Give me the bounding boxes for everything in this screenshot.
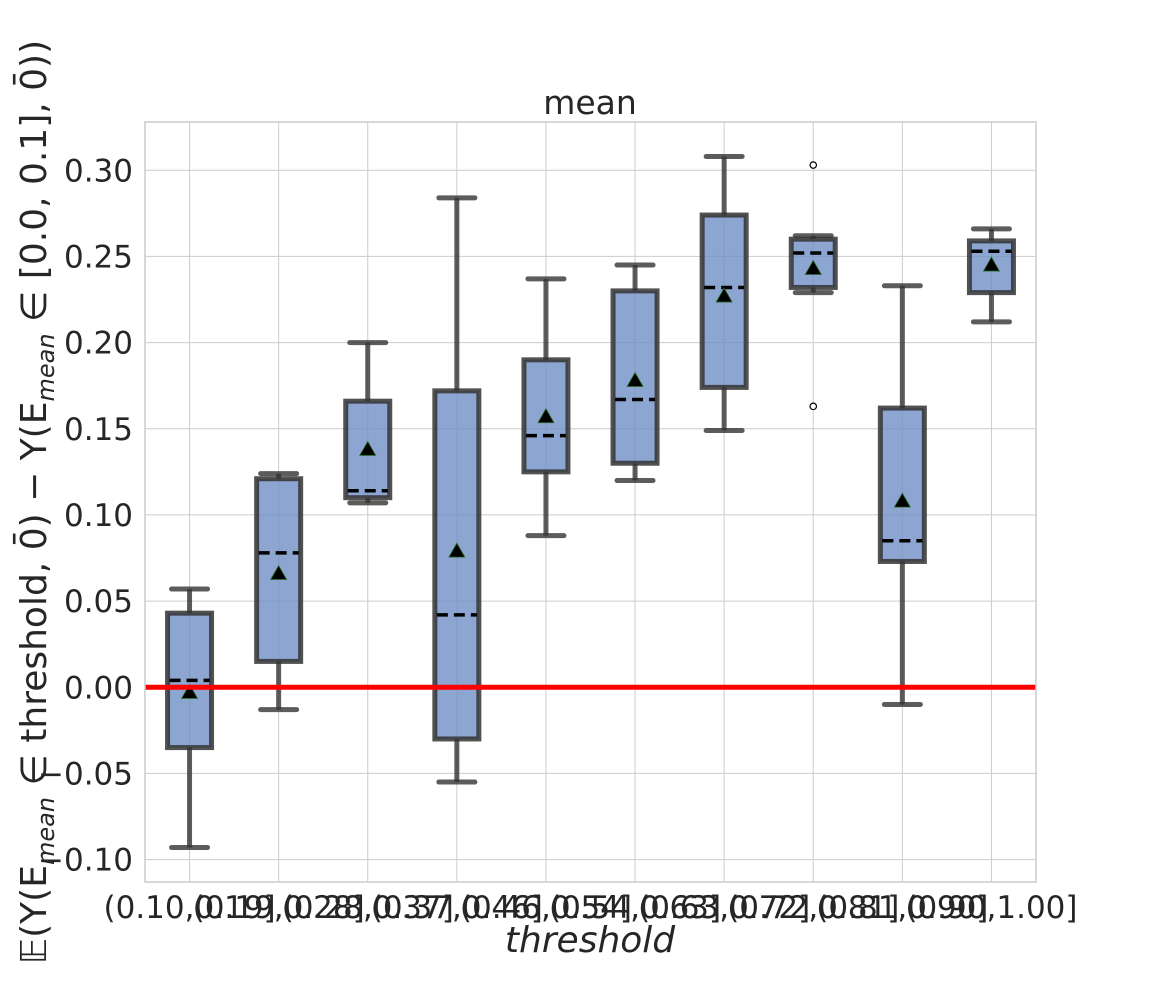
box-5 [521, 276, 571, 539]
y-tick-label: −0.05 [38, 756, 133, 792]
box-1 [165, 586, 215, 851]
x-tick-label: (0.72,0.81] [727, 890, 899, 926]
outlier-point [809, 161, 818, 169]
y-tick-label: −0.10 [38, 843, 133, 879]
y-tick-labels: −0.10 −0.05 0.00 0.05 0.10 0.15 0.20 0.25 0.30 [38, 153, 133, 878]
x-tick-label: (0.63,0.72] [638, 890, 810, 926]
chart-title: mean [543, 83, 637, 122]
box-body [432, 388, 482, 742]
mean-marker [269, 564, 288, 580]
mean-marker [359, 440, 377, 456]
box-2 [254, 471, 304, 713]
mean-marker [982, 256, 1001, 272]
y-axis-label: 𝔼(Y(Emean ∈ threshold, 0̄) − Y(Emean ∈ [… [12, 40, 60, 964]
plot-frame [144, 121, 1037, 883]
mean-marker [180, 683, 199, 699]
y-tick-label: 0.10 [64, 498, 133, 534]
box-body [877, 405, 927, 564]
x-tick-label: (0.19,0.28] [193, 890, 365, 926]
y-tick-label: 0.05 [64, 584, 133, 620]
x-tick-labels: (0.10,0.19](0.19,0.28](0.28,0.37](0.37,0… [104, 890, 1078, 926]
y-tick-label: 0.15 [64, 412, 133, 448]
x-tick-label: (0.46,0.54] [460, 890, 632, 926]
mean-marker [448, 542, 466, 558]
y-tick-label: 0.20 [64, 326, 133, 362]
box-10 [966, 226, 1016, 325]
box-6 [610, 262, 660, 483]
y-tick-label: 0.25 [64, 239, 133, 275]
mean-marker [626, 371, 644, 387]
outlier-point [809, 402, 818, 411]
box-3 [343, 340, 393, 506]
box-9 [877, 283, 927, 707]
mean-marker [893, 492, 912, 508]
x-tick-label: (0.28,0.37] [282, 890, 454, 926]
x-axis-label: threshold [505, 920, 676, 961]
x-tick-label: (0.81,0.90] [816, 890, 988, 926]
x-tick-label: (0.54,0.63] [549, 890, 721, 926]
y-tick-label: 0.30 [64, 153, 133, 189]
x-tick-label: (0.10,0.19] [104, 890, 276, 926]
mean-marker [804, 259, 822, 275]
mean-marker [715, 287, 733, 303]
box-8 [788, 161, 838, 411]
box-7 [699, 153, 749, 433]
boxes-layer [165, 153, 1016, 851]
y-tick-label: 0.00 [64, 670, 133, 706]
x-tick-label: (0.37,0.46] [371, 890, 543, 926]
x-tick-label: (0.90,1.00] [905, 890, 1077, 926]
mean-marker [537, 407, 555, 424]
box-4 [432, 195, 482, 785]
